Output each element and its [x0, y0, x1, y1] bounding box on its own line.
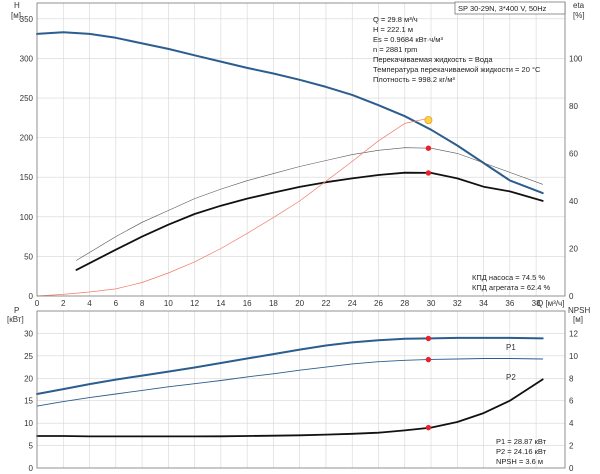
efficiency-readout: КПД насоса = 74.5 % КПД агрегата = 62.4 …: [472, 273, 550, 292]
power-readout: P1 = 28.87 кВт P2 = 24.16 кВт NPSH = 3.6…: [496, 437, 547, 466]
series-line-1-0: [36, 336, 544, 395]
right-tick-label: 80: [569, 102, 578, 111]
title-box: [454, 1, 566, 15]
left-tick-label: 300: [20, 54, 34, 63]
h-axis-unit: [м]: [11, 11, 21, 20]
left-tick-label: 0: [29, 464, 34, 473]
right-tick-label: 10: [569, 352, 578, 361]
x-tick-label: 8: [140, 299, 145, 308]
x-tick-label: 14: [216, 299, 225, 308]
x-tick-label: 10: [164, 299, 173, 308]
operating-point-marker: [425, 356, 432, 363]
eta-axis-label: eta: [573, 1, 585, 10]
series-line-1-1: [36, 358, 544, 407]
operating-info: Q = 29.8 м³/ч H = 222.1 м Es = 0.9684 кВ…: [373, 15, 541, 84]
operating-point-marker: [425, 170, 432, 176]
series-line-0-1: [76, 147, 543, 261]
right-tick-label: 12: [569, 329, 578, 338]
x-tick-label: 18: [269, 299, 278, 308]
x-tick-label: 34: [479, 299, 488, 308]
right-tick-label: 4: [569, 419, 574, 428]
series-line-0-2: [75, 171, 544, 271]
plot-frame: [36, 310, 566, 469]
x-tick-label: 16: [243, 299, 252, 308]
q-axis-label: Q [м³/ч]: [537, 299, 564, 308]
info-line: Перекачиваемая жидкость = Вода: [373, 55, 493, 64]
curves: [36, 31, 544, 438]
plot-frames: [36, 2, 566, 469]
left-tick-label: 200: [20, 134, 34, 143]
info-line: Q = 29.8 м³/ч: [373, 15, 418, 24]
left-tick-label: 15: [24, 397, 33, 406]
npsh-axis-label: NPSH: [568, 306, 590, 315]
info-line: n = 2881 rpm: [373, 45, 417, 54]
right-tick-label: 0: [569, 464, 574, 473]
p2-series-label: P2: [506, 373, 516, 382]
x-tick-label: 36: [505, 299, 514, 308]
left-tick-label: 150: [20, 173, 34, 182]
unit-efficiency: КПД агрегата = 62.4 %: [472, 283, 550, 292]
operating-point-marker: [425, 335, 432, 342]
left-tick-label: 0: [29, 292, 34, 301]
info-line: Плотность = 998.2 кг/м³: [373, 75, 455, 84]
x-tick-label: 12: [190, 299, 199, 308]
right-tick-label: 8: [569, 374, 574, 383]
info-line: Es = 0.9684 кВт·ч/м³: [373, 35, 443, 44]
x-tick-label: 24: [348, 299, 357, 308]
npsh-axis-unit: [м]: [573, 315, 583, 324]
series-line-1-2: [36, 378, 544, 438]
left-tick-label: 250: [20, 94, 34, 103]
operating-point-marker: [425, 145, 432, 151]
left-tick-label: 100: [20, 213, 34, 222]
right-tick-label: 20: [569, 244, 578, 253]
series-line-0-0: [36, 31, 544, 195]
npsh-readout: NPSH = 3.6 м: [496, 457, 543, 466]
x-tick-label: 26: [374, 299, 383, 308]
series-line-0-3: [36, 117, 432, 297]
p2-readout: P2 = 24.16 кВт: [496, 447, 547, 456]
x-tick-label: 30: [427, 299, 436, 308]
right-tick-label: 40: [569, 197, 578, 206]
eta-axis-unit: [%]: [573, 11, 585, 20]
right-tick-label: 6: [569, 397, 574, 406]
x-tick-label: 32: [453, 299, 462, 308]
right-tick-label: 0: [569, 292, 574, 301]
x-tick-label: 0: [35, 299, 40, 308]
left-tick-label: 20: [24, 374, 33, 383]
grid: [37, 3, 565, 468]
x-tick-label: 38: [532, 299, 541, 308]
left-tick-label: 25: [24, 352, 33, 361]
x-tick-label: 2: [61, 299, 66, 308]
x-tick-label: 4: [87, 299, 92, 308]
x-tick-label: 22: [322, 299, 331, 308]
duty-point-marker: [424, 116, 433, 125]
left-tick-label: 30: [24, 329, 33, 338]
info-line: H = 222.1 м: [373, 25, 413, 34]
right-tick-label: 2: [569, 442, 574, 451]
pump-efficiency: КПД насоса = 74.5 %: [472, 273, 545, 282]
p1-readout: P1 = 28.87 кВт: [496, 437, 547, 446]
left-tick-label: 5: [29, 442, 34, 451]
h-axis-label: H: [14, 1, 20, 10]
x-tick-label: 6: [114, 299, 119, 308]
left-tick-label: 50: [24, 252, 33, 261]
p-axis-label: P: [14, 306, 19, 315]
p1-series-label: P1: [506, 343, 516, 352]
plot-frame: [36, 2, 566, 297]
p-axis-unit: [кВт]: [7, 315, 24, 324]
left-tick-label: 350: [20, 15, 34, 24]
chart-title: SP 30-29N, 3*400 V, 50Hz: [458, 4, 547, 13]
operating-point-marker: [425, 424, 432, 431]
markers: [424, 116, 433, 431]
info-line: Температура перекачиваемой жидкости = 20…: [373, 65, 541, 74]
left-tick-label: 10: [24, 419, 33, 428]
x-tick-label: 20: [295, 299, 304, 308]
right-tick-label: 100: [569, 54, 583, 63]
x-tick-label: 28: [400, 299, 409, 308]
right-tick-label: 60: [569, 149, 578, 158]
